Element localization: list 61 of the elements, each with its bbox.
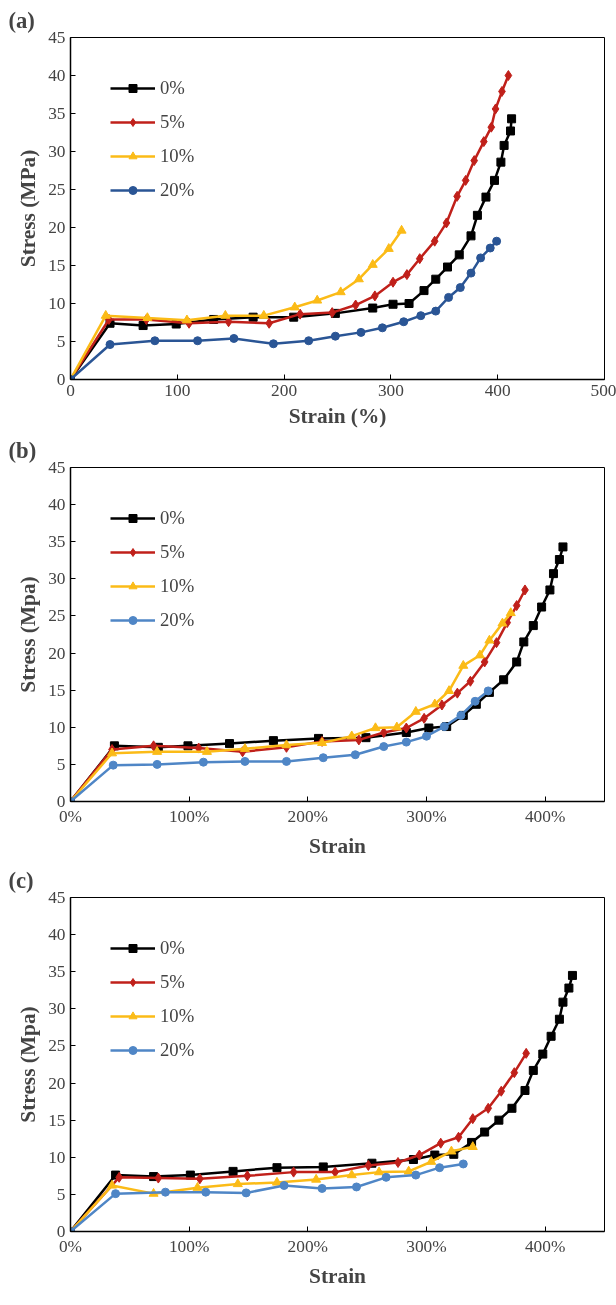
x-tick-label: 200% [287, 806, 329, 826]
x-tick-label: 400% [524, 1236, 566, 1256]
legend-label: 20% [160, 609, 195, 631]
y-tick-label: 15 [48, 256, 66, 275]
y-tick-label: 35 [48, 532, 66, 552]
y-tick-label: 40 [48, 495, 66, 515]
x-axis-title: Strain [309, 833, 367, 858]
y-tick-label: 30 [48, 569, 66, 589]
y-tick-label: 5 [56, 754, 66, 774]
x-tick-label: 200 [271, 380, 298, 400]
legend-label: 0% [160, 77, 185, 99]
x-tick-label: 300% [406, 806, 447, 826]
y-tick-label: 10 [48, 1147, 66, 1167]
legend-label: 0% [160, 937, 185, 959]
legend-label: 10% [160, 145, 195, 167]
chart-title: (c) [8, 867, 34, 893]
chart-title: (a) [8, 7, 35, 33]
y-tick-label: 40 [48, 66, 66, 85]
y-tick-label: 45 [48, 888, 66, 907]
x-tick-label: 100 [164, 380, 191, 400]
x-tick-label: 400 [484, 380, 511, 400]
y-tick-label: 25 [48, 1036, 66, 1056]
legend-label: 5% [160, 111, 185, 133]
y-tick-label: 30 [48, 999, 66, 1019]
y-tick-label: 20 [48, 643, 66, 663]
chart-title: (b) [8, 437, 37, 463]
x-tick-label: 500 [590, 380, 616, 400]
y-axis-title: Stress (Mpa) [16, 1006, 41, 1123]
x-tick-label: 100% [168, 806, 210, 826]
y-tick-label: 45 [48, 458, 66, 477]
y-tick-label: 20 [48, 218, 66, 237]
y-tick-label: 10 [48, 294, 66, 313]
y-tick-label: 15 [48, 680, 66, 700]
legend-label: 10% [160, 1005, 195, 1027]
x-tick-label: 300% [406, 1236, 447, 1256]
x-tick-label: 100% [168, 1236, 210, 1256]
y-tick-label: 25 [48, 180, 66, 199]
y-tick-label: 15 [48, 1110, 66, 1130]
y-tick-label: 20 [48, 1073, 66, 1093]
x-tick-label: 300 [377, 380, 404, 400]
x-axis-title: Strain (%) [288, 403, 387, 428]
y-tick-label: 45 [48, 28, 66, 47]
y-tick-label: 35 [48, 962, 66, 982]
legend-label: 5% [160, 541, 185, 563]
y-tick-label: 30 [48, 142, 66, 161]
legend-label: 10% [160, 575, 195, 597]
y-tick-label: 5 [56, 1184, 66, 1204]
y-tick-label: 25 [48, 606, 66, 626]
x-tick-label: 200% [287, 1236, 329, 1256]
x-axis-title: Strain [309, 1263, 367, 1288]
y-tick-label: 5 [56, 332, 66, 351]
legend-label: 20% [160, 179, 195, 201]
y-axis-title: Stress (MPa) [16, 149, 41, 268]
legend-label: 5% [160, 971, 185, 993]
legend-label: 0% [160, 507, 185, 529]
legend-label: 20% [160, 1039, 195, 1061]
y-axis-title: Stress (Mpa) [16, 576, 41, 693]
x-tick-label: 400% [524, 806, 566, 826]
y-tick-label: 10 [48, 717, 66, 737]
y-tick-label: 40 [48, 925, 66, 945]
y-tick-label: 35 [48, 104, 66, 123]
